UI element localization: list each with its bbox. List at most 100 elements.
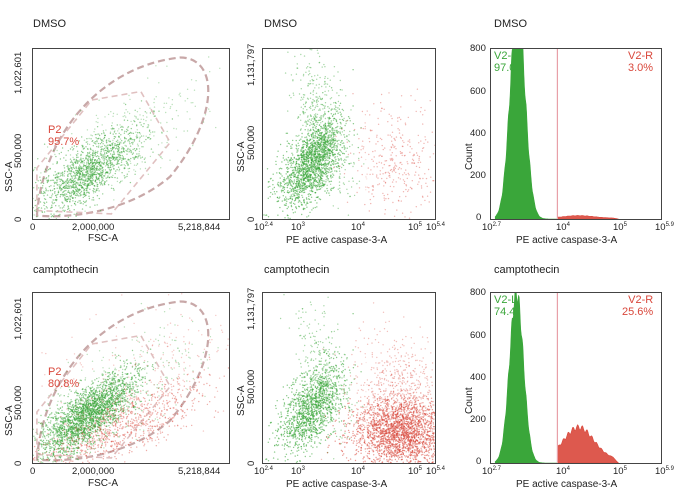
event-dot	[293, 171, 295, 173]
event-dot	[124, 177, 126, 179]
event-dot	[361, 145, 363, 147]
event-dot	[74, 161, 76, 163]
event-dot	[338, 94, 340, 97]
event-dot	[74, 412, 76, 414]
event-dot	[96, 152, 99, 154]
event-dot	[322, 108, 324, 110]
event-dot	[77, 401, 80, 403]
event-dot	[383, 185, 385, 187]
event-dot	[65, 195, 68, 198]
event-dot	[118, 170, 120, 172]
event-dot	[297, 201, 300, 203]
event-dot	[333, 148, 335, 150]
event-dot	[128, 94, 130, 97]
event-dot	[115, 434, 117, 436]
event-dot	[65, 180, 68, 182]
event-dot	[90, 166, 92, 168]
event-dot	[289, 178, 292, 181]
event-dot	[337, 131, 340, 133]
x-tick-label: 104	[556, 222, 570, 234]
event-dot	[89, 156, 91, 158]
event-dot	[289, 160, 291, 162]
event-dot	[333, 162, 335, 164]
event-dot	[67, 150, 69, 152]
event-dot	[325, 179, 327, 181]
event-dot	[298, 164, 300, 166]
event-dot	[313, 79, 315, 82]
event-dot	[121, 405, 123, 407]
event-dot	[72, 149, 74, 151]
event-dot	[394, 138, 396, 140]
event-dot	[71, 146, 73, 148]
event-dot	[393, 170, 395, 172]
event-dot	[47, 168, 50, 171]
event-dot	[46, 428, 49, 431]
event-dot	[124, 112, 126, 114]
event-dot	[33, 187, 35, 189]
event-dot	[112, 133, 114, 135]
event-dot	[393, 166, 396, 168]
event-dot	[82, 157, 84, 160]
event-dot	[44, 192, 46, 194]
event-dot	[91, 174, 93, 176]
event-dot	[52, 426, 55, 428]
event-dot	[307, 119, 309, 122]
event-dot	[78, 171, 80, 173]
event-dot	[395, 171, 397, 174]
event-dot	[327, 141, 329, 143]
gate-p2-outline	[35, 56, 210, 218]
event-dot	[100, 405, 102, 407]
event-dot	[318, 166, 320, 168]
event-dot	[320, 169, 322, 171]
event-dot	[112, 115, 114, 118]
event-dot	[358, 187, 361, 189]
event-dot	[109, 141, 111, 143]
event-dot	[78, 190, 80, 192]
event-dot	[95, 422, 98, 424]
event-dot	[296, 184, 298, 186]
event-dot	[301, 188, 303, 190]
event-dot	[327, 117, 329, 119]
event-dot	[329, 79, 331, 81]
event-dot	[93, 404, 95, 406]
event-dot	[99, 159, 101, 161]
event-dot	[69, 441, 71, 444]
event-dot	[287, 110, 289, 112]
event-dot	[137, 136, 139, 138]
event-dot	[78, 184, 80, 187]
event-dot	[298, 177, 300, 179]
event-dot	[33, 197, 34, 200]
event-dot	[105, 142, 108, 144]
event-dot	[307, 171, 309, 173]
event-dot	[280, 173, 282, 175]
event-dot	[311, 159, 314, 161]
event-dot	[317, 169, 319, 172]
event-dot	[34, 209, 36, 212]
event-dot	[83, 190, 85, 192]
event-dot	[124, 167, 126, 169]
event-dot	[415, 110, 417, 113]
event-dot	[341, 146, 343, 149]
event-dot	[92, 187, 95, 190]
event-dot	[64, 194, 66, 197]
event-dot	[313, 165, 315, 168]
event-dot	[298, 205, 300, 207]
event-dot	[342, 182, 345, 184]
event-dot	[311, 150, 313, 152]
event-dot	[117, 416, 120, 419]
event-dot	[277, 150, 279, 152]
event-dot	[86, 129, 89, 131]
event-dot	[98, 157, 100, 160]
event-dot	[89, 188, 91, 190]
event-dot	[86, 154, 89, 156]
event-dot	[321, 115, 323, 117]
event-dot	[320, 144, 323, 146]
event-dot	[83, 162, 85, 164]
event-dot	[303, 163, 305, 165]
event-dot	[42, 185, 44, 187]
event-dot	[409, 186, 412, 189]
event-dot	[49, 168, 51, 170]
event-dot	[326, 165, 328, 168]
event-dot	[90, 138, 92, 140]
event-dot	[316, 177, 318, 179]
